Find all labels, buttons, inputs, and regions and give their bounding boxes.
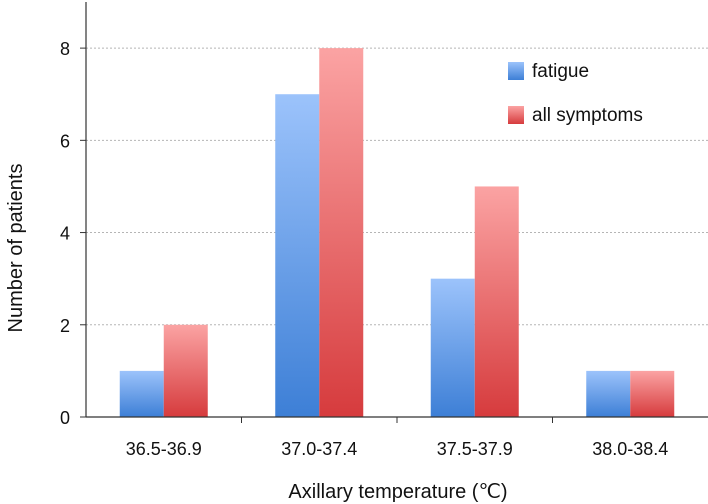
x-tick-labels: 36.5-36.9 37.0-37.4 37.5-37.9 38.0-38.4 [126,439,669,459]
axes [80,2,708,423]
legend-swatch [508,62,524,80]
bar-fatigue-37.5-37.9 [430,278,475,417]
x-axis-title: Axillary temperature (℃) [288,481,507,503]
bar-all-symptoms-37.0-37.4 [319,48,364,417]
bars [119,48,675,417]
y-tick-label: 2 [60,316,70,336]
bar-all-symptoms-36.5-36.9 [163,324,208,417]
x-tick-label: 37.0-37.4 [281,439,357,459]
y-tick-label: 8 [60,39,70,59]
legend-swatch [508,106,524,124]
legend-label: fatigue [532,61,589,82]
bar-fatigue-36.5-36.9 [119,370,164,417]
y-tick-labels: 0 2 4 6 8 [60,39,70,428]
x-tick-label: 37.5-37.9 [437,439,513,459]
y-axis-title: Number of patients [5,164,27,333]
bar-fatigue-38.0-38.4 [586,370,631,417]
bar-fatigue-37.0-37.4 [275,94,320,417]
y-tick-label: 6 [60,131,70,151]
gridlines [86,47,708,326]
y-tick-label: 0 [60,408,70,428]
bar-all-symptoms-38.0-38.4 [630,370,675,417]
y-tick-label: 4 [60,224,70,244]
legend: fatigue all symptoms [508,61,643,126]
bar-all-symptoms-37.5-37.9 [474,186,519,417]
legend-label: all symptoms [532,105,643,126]
x-tick-label: 36.5-36.9 [126,439,202,459]
x-tick-label: 38.0-38.4 [592,439,668,459]
